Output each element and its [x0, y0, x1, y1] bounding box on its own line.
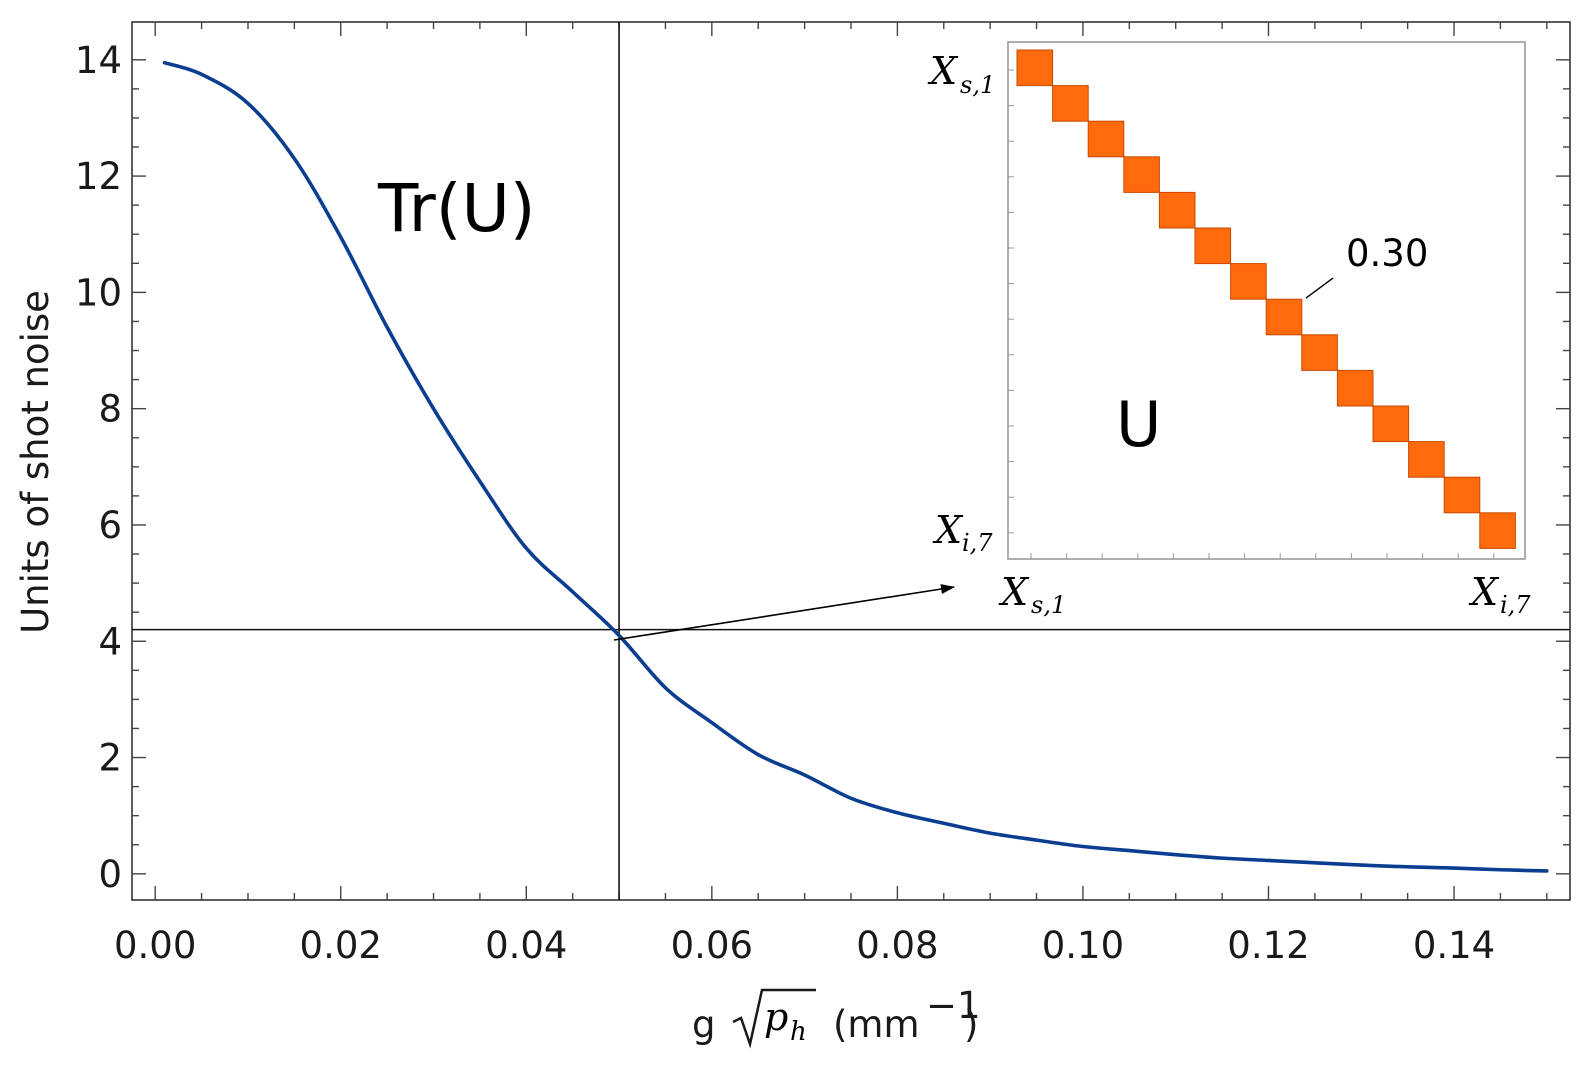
- value-leader-line: [1305, 277, 1334, 299]
- x-tick-label: 0.00: [114, 924, 196, 967]
- heatmap-cell: [1301, 334, 1338, 371]
- heatmap-cell: [1158, 191, 1196, 229]
- y-tick-label: 12: [75, 155, 122, 198]
- y-tick-label: 6: [98, 504, 122, 547]
- x-tick-label: 0.14: [1413, 924, 1495, 967]
- svg-text:p: p: [764, 995, 788, 1039]
- svg-text:): ): [964, 1003, 978, 1046]
- svg-text:i,7: i,7: [962, 529, 993, 557]
- inset-y-label-start: X s,1: [927, 49, 995, 99]
- y-tick-label: 4: [98, 620, 122, 663]
- x-tick-label: 0.04: [485, 924, 567, 967]
- heatmap-cell: [1123, 156, 1160, 193]
- inset-cells: [1016, 49, 1516, 549]
- svg-text:s,1: s,1: [1031, 591, 1066, 619]
- x-tick-label: 0.02: [300, 924, 382, 967]
- inset-heatmap: 0.30 U X s,1 X i,7 X s,1 X i,7: [927, 41, 1531, 619]
- y-tick-label: 10: [75, 271, 122, 314]
- heatmap-cell: [1194, 227, 1232, 265]
- diagonal-value-label: 0.30: [1346, 232, 1428, 275]
- heatmap-cell: [1372, 405, 1410, 443]
- heatmap-cell: [1479, 512, 1516, 549]
- svg-text:s,1: s,1: [960, 71, 995, 99]
- svg-text:−1: −1: [926, 984, 981, 1027]
- svg-text:X: X: [1468, 570, 1500, 614]
- y-tick-label: 0: [98, 853, 122, 896]
- inset-x-label-end: X i,7: [1468, 570, 1531, 619]
- svg-text:X: X: [998, 570, 1030, 614]
- svg-text:X: X: [932, 508, 964, 552]
- heatmap-cell: [1443, 476, 1481, 514]
- heatmap-cell: [1230, 263, 1267, 300]
- inset-ticks: [1008, 69, 1495, 559]
- inset-title-u: U: [1116, 388, 1161, 461]
- x-tick-label: 0.12: [1227, 924, 1309, 967]
- svg-text:i,7: i,7: [1500, 591, 1531, 619]
- x-axis-label: g p h (mm −1 ): [692, 984, 981, 1049]
- series-line-tr-u: [162, 60, 1549, 873]
- heatmap-cell: [1016, 49, 1054, 87]
- y-tick-label: 2: [98, 737, 122, 780]
- svg-text:h: h: [790, 1017, 807, 1047]
- svg-text:X: X: [927, 49, 959, 93]
- heatmap-cell: [1265, 298, 1303, 336]
- pointer-arrow: [613, 584, 955, 641]
- svg-text:g: g: [692, 1003, 716, 1046]
- y-tick-label: 14: [75, 39, 122, 82]
- heatmap-cell: [1408, 441, 1445, 478]
- y-ticks: [132, 59, 1570, 875]
- curve-label-tr-u: Tr(U): [377, 170, 536, 247]
- inset-y-label-end: X i,7: [932, 508, 993, 557]
- x-tick-label: 0.10: [1042, 924, 1124, 967]
- x-tick-label: 0.08: [856, 924, 938, 967]
- x-tick-label: 0.06: [671, 924, 753, 967]
- y-tick-labels: 0 2 4 6 8 10 12 14: [75, 39, 122, 896]
- sqrt-symbol: [732, 988, 816, 1049]
- y-axis-label: Units of shot noise: [14, 290, 57, 634]
- svg-text:(mm: (mm: [833, 1003, 920, 1046]
- heatmap-cell: [1336, 369, 1374, 407]
- x-tick-labels: 0.00 0.02 0.04 0.06 0.08 0.10 0.12 0.14: [114, 924, 1495, 967]
- heatmap-cell: [1087, 120, 1125, 158]
- y-tick-label: 8: [98, 388, 122, 431]
- inset-x-label-start: X s,1: [998, 570, 1066, 619]
- heatmap-cell: [1052, 85, 1089, 122]
